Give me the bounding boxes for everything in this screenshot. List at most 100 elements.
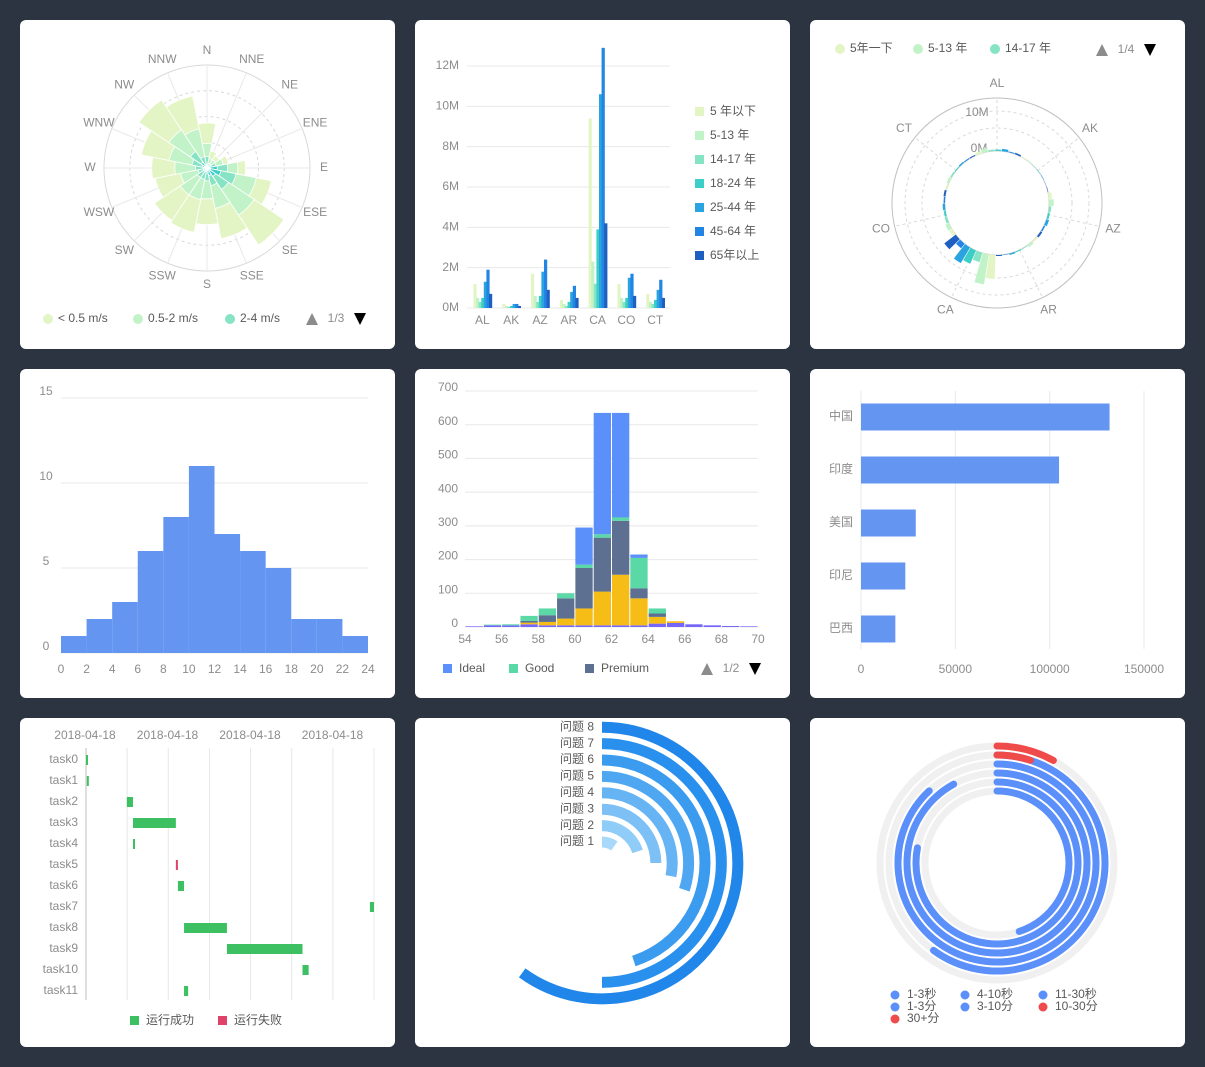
task-label: task5 [49,857,78,871]
bar [861,403,1110,431]
histogram-segment [502,624,520,626]
polar-bar [969,154,976,159]
question-label: 问题 6 [560,752,594,766]
bar [593,283,597,308]
y-tick-label: 2M [442,260,459,274]
polar-bar [943,210,947,217]
polar-bar [945,223,952,231]
legend-item-marker [835,44,845,54]
pager-next-icon [354,313,366,325]
direction-label: ESE [303,205,327,219]
polar-bar [953,244,971,264]
histogram-segment [593,412,611,535]
bar [544,259,548,308]
bar [507,306,511,308]
task-bar [126,797,133,807]
legend-marker [1038,1002,1048,1012]
direction-label: W [84,160,96,174]
bar [517,305,521,308]
x-tick-label: 0 [58,662,65,676]
x-tick-label: 100000 [1030,662,1070,676]
task-bar [175,860,178,870]
ring-arc [993,787,1073,935]
histogram-bar [163,517,189,653]
y-tick-label: 8M [442,139,459,153]
x-tick-label: 150000 [1124,662,1164,676]
bar [648,301,652,308]
x-tick-label: 6 [134,662,141,676]
bar [562,303,566,308]
histogram-segment [648,623,666,627]
legend-item-marker [133,314,143,324]
legend-label: 5-13 年 [710,128,749,142]
legend-marker [890,1014,900,1024]
bar [486,269,490,308]
category-label: CT [896,121,913,135]
legend-marker [695,131,704,140]
bar [861,562,906,590]
legend-item-label: 14-17 年 [1005,41,1051,55]
legend-marker [960,990,970,1000]
polar-bar [974,151,982,156]
bar [510,305,514,308]
polar-bar [974,253,989,285]
polar-bar [1046,186,1049,193]
histogram-segment [630,588,648,599]
task-bar [132,839,136,849]
y-tick-label: 4M [442,220,459,234]
direction-label: SE [282,243,298,257]
y-tick-label: 巴西 [829,621,853,635]
radial-bar [601,770,695,892]
bar [533,295,537,308]
y-tick-label: 200 [438,549,458,563]
bar [536,301,540,308]
radial-bar [601,836,618,851]
polar-bar [958,161,965,167]
task-bar [184,986,189,996]
radial-bar [601,738,727,988]
pager-next-icon [1144,44,1156,56]
x-tick-label: AK [503,313,519,327]
x-tick-label: AL [475,313,490,327]
bar [559,299,563,308]
x-tick-label: 0 [858,662,865,676]
gantt-chart: 2018-04-18 2018-04-18 2018-04-18 2018-04-18… [43,728,375,1027]
histogram-bar [342,636,368,653]
y-tick-label: 中国 [829,408,853,423]
histogram-segment [557,625,575,627]
pager-label: 1/2 [723,661,740,675]
histogram-segment [685,624,703,627]
histogram-segment [575,568,593,609]
y-tick-label: 500 [438,448,458,462]
legend-marker [585,664,594,673]
grid-spoke [914,137,957,171]
task-label: task2 [49,794,78,808]
polar-bar [1031,164,1037,169]
task-bar [177,881,185,891]
x-tick-label: 16 [259,662,273,676]
legend-marker [509,664,518,673]
direction-label: N [203,43,212,57]
histogram-segment [520,615,538,621]
x-tick-label: 20 [310,662,324,676]
task-bar [226,944,303,954]
polar-bar [943,189,947,197]
y-tick-label: 美国 [829,515,853,529]
x-tick-label: 2018-04-18 [302,728,364,742]
wind-rose-chart: N NNE NE ENE E ESE SE SSE S SSW SW WSW W WNW NW NNW < 0.… [43,43,366,325]
polar-bar [963,247,977,264]
question-label: 问题 3 [560,801,594,815]
diamond-histogram-card: 0 100 200 300 400 500 600 700 54 56 58 60 62 64 66 68 70… [415,369,790,698]
polar-bar [1015,249,1022,253]
x-tick-label: 54 [458,632,472,646]
bar [651,303,655,308]
polar-bar [972,250,983,263]
histogram-segment [557,598,575,619]
histogram-segment [666,621,685,623]
question-label: 问题 8 [560,719,594,733]
grid-ring [891,97,1103,309]
category-label: AZ [1105,222,1120,236]
legend-item-marker [990,44,1000,54]
legend-marker [890,990,900,1000]
legend-item-marker [225,314,235,324]
